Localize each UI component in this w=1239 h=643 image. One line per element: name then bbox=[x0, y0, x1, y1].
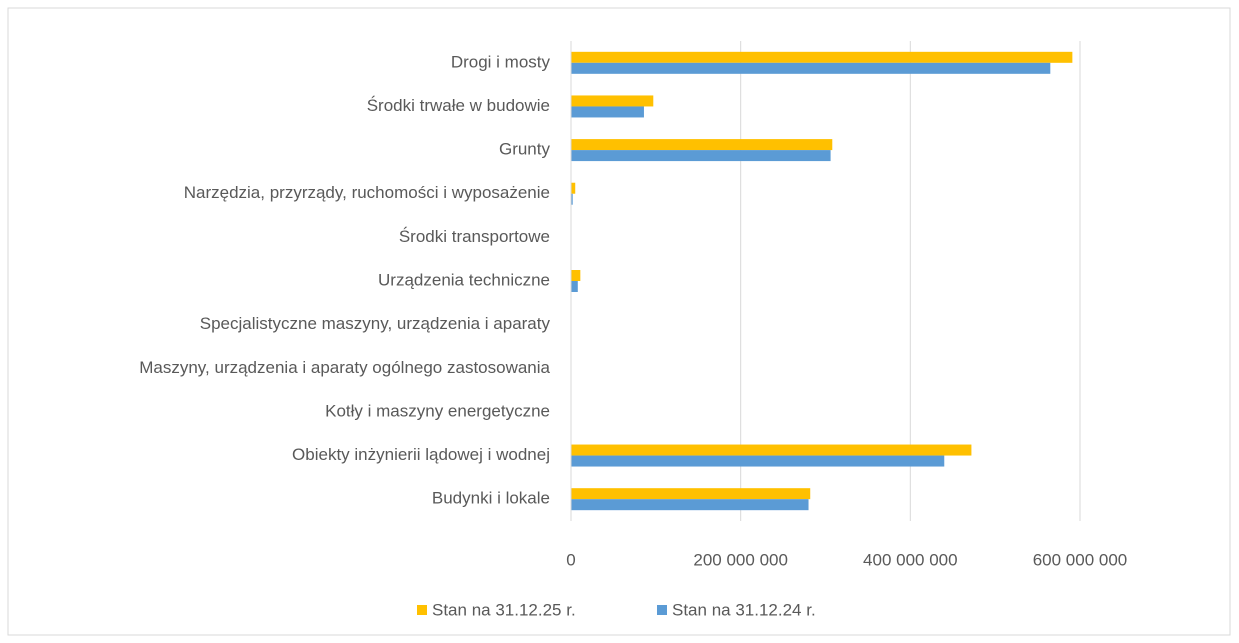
y-tick-label: Specjalistyczne maszyny, urządzenia i ap… bbox=[200, 314, 551, 333]
y-tick-label: Urządzenia techniczne bbox=[378, 270, 550, 289]
x-tick-label: 0 bbox=[566, 550, 575, 569]
bar bbox=[571, 281, 578, 292]
bar bbox=[571, 499, 809, 511]
legend-label: Stan na 31.12.24 r. bbox=[672, 600, 816, 619]
x-tick-label: 600 000 000 bbox=[1033, 550, 1128, 569]
y-tick-label: Obiekty inżynierii lądowej i wodnej bbox=[292, 445, 550, 464]
bar bbox=[571, 444, 972, 456]
bar bbox=[571, 51, 1073, 63]
legend-label: Stan na 31.12.25 r. bbox=[432, 600, 576, 619]
y-tick-label: Maszyny, urządzenia i aparaty ogólnego z… bbox=[139, 358, 550, 377]
y-tick-label: Narzędzia, przyrządy, ruchomości i wypos… bbox=[184, 183, 550, 202]
y-tick-label: Grunty bbox=[499, 140, 551, 159]
y-tick-label: Środki transportowe bbox=[399, 227, 550, 246]
bar bbox=[571, 182, 576, 194]
x-tick-label: 200 000 000 bbox=[693, 550, 788, 569]
bar bbox=[571, 95, 654, 107]
bar bbox=[571, 150, 831, 162]
legend-swatch bbox=[417, 605, 427, 615]
bar bbox=[571, 106, 644, 118]
y-tick-label: Kotły i maszyny energetyczne bbox=[325, 401, 550, 420]
y-tick-label: Środki trwałe w budowie bbox=[367, 96, 550, 115]
bar bbox=[571, 488, 811, 500]
legend-swatch bbox=[657, 605, 667, 615]
bar bbox=[571, 270, 581, 281]
bar bbox=[571, 62, 1051, 74]
x-tick-label: 400 000 000 bbox=[863, 550, 958, 569]
bar bbox=[571, 139, 833, 151]
y-tick-label: Drogi i mosty bbox=[451, 52, 551, 71]
bar bbox=[571, 455, 945, 467]
bar bbox=[571, 193, 573, 205]
y-tick-label: Budynki i lokale bbox=[432, 489, 550, 508]
